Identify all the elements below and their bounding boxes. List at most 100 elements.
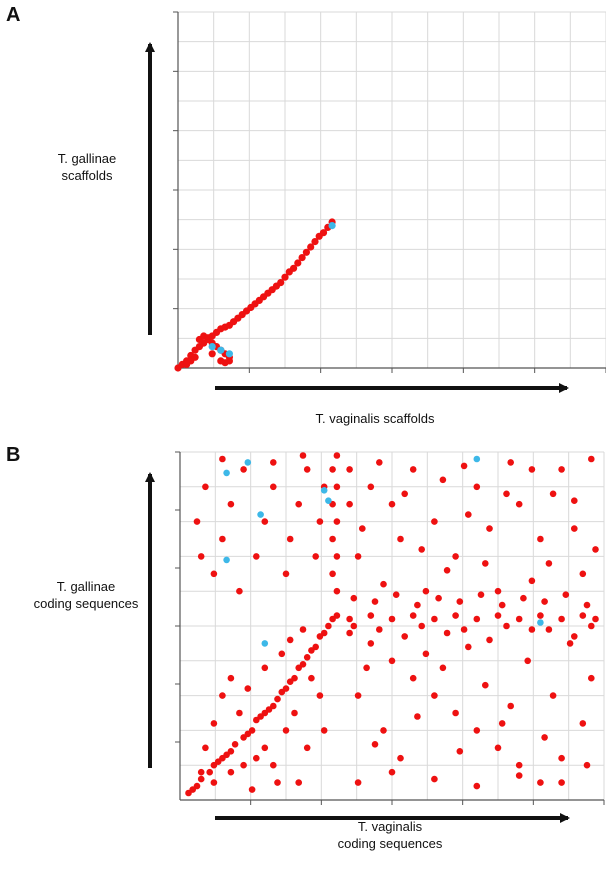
panel-b-data-point (439, 476, 447, 484)
panel-b-data-point (460, 462, 468, 470)
panel-b-data-point (227, 768, 235, 776)
panel-b-data-point (270, 459, 277, 466)
panel-b-data-point (274, 695, 281, 703)
panel-b-data-point (316, 518, 324, 525)
panel-b-data-point (333, 587, 341, 595)
panel-b-data-point (316, 692, 324, 699)
panel-b-data-point (388, 500, 396, 508)
panel-b-data-point (465, 643, 472, 651)
panel-a-data-point (294, 259, 302, 267)
panel-b-data-point (549, 692, 557, 699)
panel-b-highlight-point (257, 511, 264, 518)
panel-b-data-point (579, 570, 587, 578)
panel-b-data-point (473, 782, 481, 790)
panel-b-data-point (431, 615, 438, 623)
panel-b-data-point (312, 553, 320, 560)
panel-b-data-point (498, 601, 506, 609)
panel-b-data-point (333, 518, 341, 525)
panel-b-data-point (537, 535, 544, 543)
panel-b-data-point (197, 768, 205, 776)
panel-a-data-point (302, 248, 310, 256)
panel-b-data-point (431, 692, 438, 699)
panel-b-data-point (443, 629, 451, 637)
panel-b-data-point (486, 636, 493, 644)
panel-b-data-point (380, 727, 387, 734)
panel-b-data-point (452, 612, 459, 619)
panel-b-data-point (299, 452, 307, 459)
panel-b-highlight-point (223, 556, 230, 564)
panel-b-data-point (452, 709, 459, 717)
panel-b-data-point (346, 615, 353, 623)
panel-b-data-point (473, 483, 481, 491)
panel-b-data-point (439, 664, 447, 672)
panel-b-data-point (541, 734, 548, 741)
panel-b-data-point (308, 647, 315, 654)
panel-b-data-point (443, 567, 451, 574)
panel-b-data-point (477, 591, 485, 598)
panel-b-data-point (265, 706, 273, 713)
panel-b-data-point (295, 779, 303, 786)
panel-b-data-point (244, 685, 252, 692)
panel-b-data-point (329, 535, 336, 543)
panel-b-data-point (588, 674, 595, 682)
panel-b-data-point (456, 598, 464, 605)
panel-b-letter: B (6, 444, 21, 466)
panel-b-data-point (367, 483, 375, 491)
panel-b-data-point (333, 452, 341, 459)
panel-a-highlight-point (208, 343, 216, 351)
panel-b-data-point (409, 674, 417, 682)
panel-b-data-point (388, 657, 396, 665)
panel-b-data-point (558, 779, 565, 786)
panel-b-data-point (409, 466, 417, 473)
panel-b-data-point (541, 598, 548, 605)
panel-b-data-point (507, 702, 514, 710)
panel-b-data-point (210, 779, 218, 786)
panel-a-highlight-point (217, 346, 225, 354)
panel-b-data-point (193, 518, 201, 525)
panel-b-highlight-point (325, 497, 332, 505)
panel-b-data-point (261, 744, 269, 752)
panel-b-data-point (227, 500, 235, 508)
panel-b-data-point (579, 720, 587, 727)
panel-b-data-point (274, 779, 281, 786)
panel-a-highlight-point (225, 350, 233, 358)
panel-b-data-point (219, 455, 226, 463)
panel-b-data-point (397, 754, 404, 762)
panel-b-data-point (252, 754, 260, 762)
panel-b-data-point (431, 518, 438, 525)
panel-b-data-point (537, 779, 544, 786)
panel-a-highlight-point (328, 222, 336, 230)
panel-b-data-point (244, 730, 252, 738)
panel-b-data-point (286, 535, 294, 543)
panel-b-data-point (295, 500, 303, 508)
panel-b-highlight-point (261, 640, 269, 647)
panel-b-data-point (592, 615, 599, 623)
panel-b-data-point (236, 587, 243, 595)
panel-b-data-point (202, 483, 209, 491)
panel-b-data-point (270, 761, 277, 769)
panel-b-data-point (325, 622, 332, 630)
panel-a-data-point (290, 264, 298, 272)
panel-b-data-point (231, 741, 239, 748)
panel-b-data-point (418, 622, 426, 630)
panel-b-data-point (579, 612, 587, 619)
panel-a-data-point (298, 254, 306, 262)
panel-b-data-point (278, 688, 286, 696)
panel-a-data-point (191, 353, 199, 361)
panel-b-data-point (376, 626, 383, 633)
panel-b-data-point (473, 727, 481, 734)
panel-b-data-point (524, 657, 531, 665)
panel-b-data-point (409, 612, 417, 619)
panel-b-data-point (388, 768, 396, 776)
panel-b-data-point (252, 553, 260, 560)
panel-b-data-point (240, 761, 247, 769)
panel-b-data-point (549, 490, 557, 498)
panel-b-data-point (320, 727, 328, 734)
panel-b-highlight-point (320, 487, 328, 494)
panel-b-data-point (571, 497, 578, 505)
panel-b-data-point (219, 692, 226, 699)
panel-b-data-point (583, 761, 591, 769)
panel-b-data-point (210, 720, 218, 727)
panel-a-data-point (217, 357, 225, 365)
panel-b-data-point (227, 674, 235, 682)
